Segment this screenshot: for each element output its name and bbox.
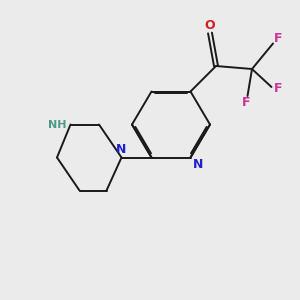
Text: N: N (116, 142, 127, 156)
Text: F: F (274, 82, 282, 95)
Text: NH: NH (48, 119, 66, 130)
Text: F: F (274, 32, 283, 46)
Text: F: F (242, 96, 250, 109)
Text: N: N (193, 158, 203, 171)
Text: O: O (205, 19, 215, 32)
